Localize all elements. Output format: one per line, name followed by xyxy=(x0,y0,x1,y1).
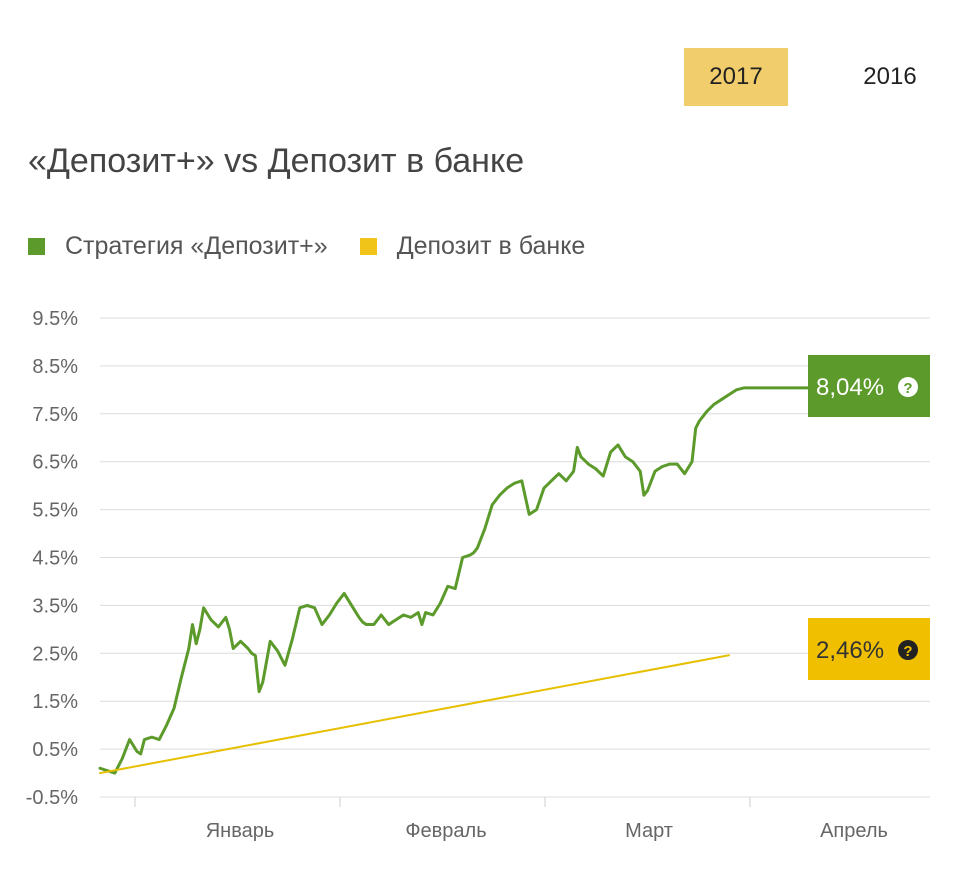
question-circle-icon xyxy=(898,377,918,397)
series-line-strategy xyxy=(98,386,842,775)
question-mark-glyph: ? xyxy=(903,380,912,397)
y-tick-label: -0.5% xyxy=(26,787,78,809)
tab-2017[interactable]: 2017 xyxy=(684,48,788,106)
y-tick-label: 2.5% xyxy=(32,643,78,665)
y-tick-label: 8.5% xyxy=(32,356,78,378)
y-tick-label: 9.5% xyxy=(32,308,78,330)
x-tick-label: Апрель xyxy=(820,820,888,842)
legend-label-strategy: Стратегия «Депозит+» xyxy=(65,232,328,260)
callout-deposit-label: 2,46% xyxy=(816,637,884,664)
legend-item-deposit[interactable]: Депозит в банке xyxy=(359,232,586,261)
series-line-deposit xyxy=(99,654,730,775)
y-tick-label: 3.5% xyxy=(32,595,78,617)
y-tick-label: 6.5% xyxy=(32,452,78,474)
tab-2016[interactable]: 2016 xyxy=(863,63,917,90)
x-tick-label: Январь xyxy=(206,820,275,842)
legend-item-strategy[interactable]: Стратегия «Депозит+» xyxy=(28,232,328,261)
y-tick-label: 1.5% xyxy=(32,691,78,713)
legend-label-deposit: Депозит в банке xyxy=(396,232,586,260)
x-tick-label: Март xyxy=(625,820,673,842)
legend-swatch-deposit xyxy=(359,238,377,255)
chart-legend: Стратегия «Депозит+» Депозит в банке xyxy=(28,232,617,261)
y-tick-label: 0.5% xyxy=(32,739,78,761)
x-tick-label: Февраль xyxy=(405,820,486,842)
callout-strategy-label: 8,04% xyxy=(816,374,884,401)
legend-swatch-strategy xyxy=(28,238,45,255)
question-mark-glyph: ? xyxy=(903,643,912,660)
question-circle-icon xyxy=(898,640,918,660)
chart-title: «Депозит+» vs Депозит в банке xyxy=(28,142,525,180)
y-tick-label: 4.5% xyxy=(32,548,78,570)
y-tick-label: 5.5% xyxy=(32,500,78,522)
y-tick-label: 7.5% xyxy=(32,404,78,426)
